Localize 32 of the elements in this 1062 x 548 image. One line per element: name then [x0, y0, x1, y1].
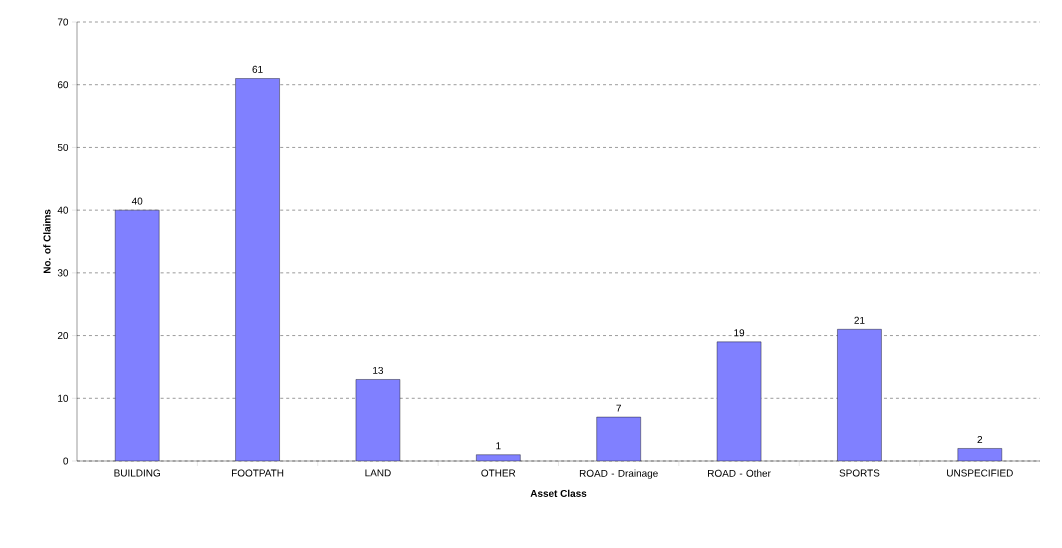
- data-label: 7: [616, 404, 621, 412]
- x-tick-label: ROAD - Other: [708, 469, 771, 477]
- data-label: 21: [854, 316, 865, 324]
- y-tick-label: 40: [57, 206, 69, 214]
- data-label: 40: [131, 197, 143, 205]
- y-axis-title: No. of Claims: [43, 209, 51, 274]
- bar: [717, 341, 762, 461]
- x-tick-label: ROAD - Drainage: [579, 469, 658, 479]
- y-tick-label: 30: [57, 269, 69, 277]
- x-axis-title: Asset Class: [530, 489, 587, 497]
- x-tick-label: OTHER: [481, 469, 516, 477]
- data-label: 1: [496, 442, 501, 450]
- bar: [837, 329, 882, 461]
- bar: [115, 210, 160, 461]
- y-tick-label: 20: [57, 332, 69, 340]
- x-tick-label: LAND: [365, 469, 391, 477]
- data-label: 2: [977, 435, 983, 443]
- x-tick-label: FOOTPATH: [232, 469, 284, 477]
- data-label: 19: [734, 329, 745, 337]
- y-tick-label: 50: [57, 143, 69, 151]
- y-tick-label: 70: [57, 18, 69, 26]
- y-tick-label: 60: [57, 81, 69, 89]
- data-label: 13: [373, 366, 384, 374]
- x-tick-label: UNSPECIFIED: [947, 469, 1013, 477]
- data-label: 61: [252, 65, 263, 73]
- y-tick-label: 0: [63, 457, 69, 465]
- bar: [355, 379, 400, 461]
- bar: [235, 78, 280, 461]
- bar: [596, 417, 641, 461]
- x-tick-label: SPORTS: [839, 469, 880, 477]
- y-tick-label: 10: [58, 394, 69, 402]
- x-tick-label: BUILDING: [114, 469, 160, 477]
